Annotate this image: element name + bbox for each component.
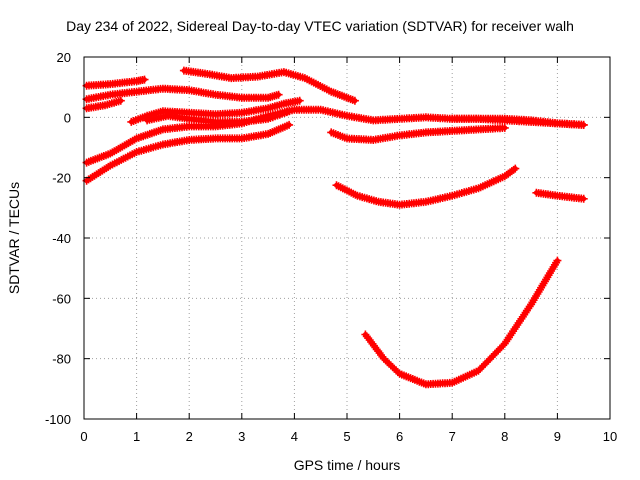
series-markers [327,123,509,144]
series-s4 [179,66,359,105]
series-s8 [143,107,294,126]
x-tick-label: 5 [343,429,350,444]
y-tick-label: 20 [57,50,71,65]
series-markers [179,66,359,105]
y-tick-label: -60 [52,291,71,306]
series-s2 [82,84,283,104]
x-tick-label: 9 [554,429,561,444]
series-s1 [82,75,149,90]
x-tick-label: 7 [449,429,456,444]
series-s12 [532,188,588,203]
series-markers [82,120,294,185]
x-tick-label: 6 [396,429,403,444]
y-tick-label: -100 [45,412,71,427]
x-tick-label: 10 [603,429,617,444]
y-tick-label: -80 [52,352,71,367]
x-tick-label: 8 [501,429,508,444]
y-tick-label: 0 [64,110,71,125]
series-markers [532,188,588,203]
x-tick-label: 1 [133,429,140,444]
series-markers [82,84,283,104]
series-markers [361,256,562,389]
series-markers [82,96,125,113]
x-tick-label: 0 [80,429,87,444]
series-markers [332,164,520,209]
series-markers [143,107,294,126]
series-markers [82,75,149,90]
series-s11 [332,164,520,209]
series-s10 [448,114,588,129]
x-axis-label: GPS time / hours [293,457,401,473]
x-tick-label: 4 [291,429,298,444]
series-s7 [82,120,294,185]
x-tick-label: 3 [238,429,245,444]
axis-ticks: 0 1 2 3 4 5 6 7 8 9 10 -100 -80 -60 -40 -20 0 20 [45,50,617,444]
series-s3 [82,96,125,113]
x-tick-label: 2 [186,429,193,444]
series-markers [127,96,304,126]
series-s5 [127,96,304,126]
series-s13 [361,256,562,389]
data-series [82,66,588,389]
y-tick-label: -20 [52,171,71,186]
chart-title: Day 234 of 2022, Sidereal Day-to-day VTE… [66,18,574,34]
series-s9 [327,123,509,144]
y-tick-label: -40 [52,231,71,246]
series-markers [448,114,588,129]
